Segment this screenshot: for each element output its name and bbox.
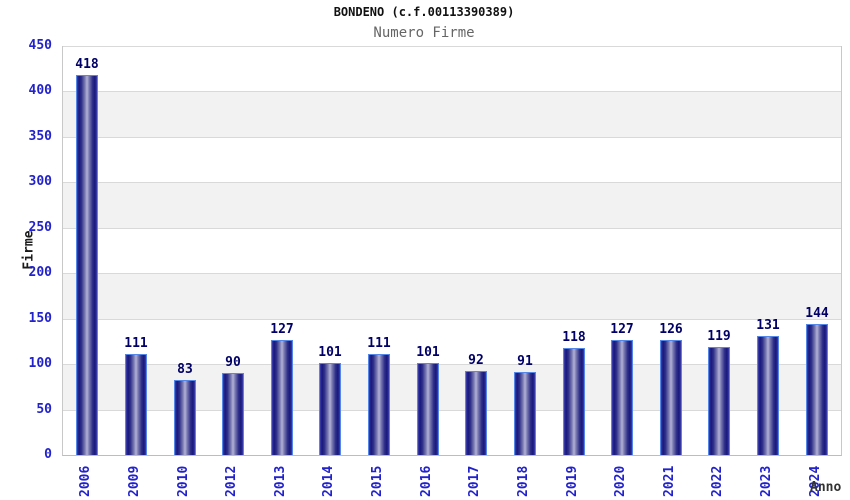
bar-value-label: 101 xyxy=(318,345,342,360)
bar-value-label: 418 xyxy=(75,57,99,72)
x-tick-label: 2020 xyxy=(613,465,628,497)
gridline xyxy=(63,91,841,92)
bar-value-label: 127 xyxy=(610,322,634,337)
x-tick-label: 2017 xyxy=(467,465,482,497)
plot-area: 418 111 83 90 127 101 111 101 92 91 118 127 126 119 13… xyxy=(62,46,842,456)
grid-band xyxy=(63,91,841,137)
bar xyxy=(611,340,633,455)
x-tick-label: 2014 xyxy=(321,465,336,497)
bar xyxy=(806,324,828,455)
y-tick-label: 350 xyxy=(28,128,52,144)
gridline xyxy=(63,182,841,183)
bar-value-label: 83 xyxy=(177,362,193,377)
bar-value-label: 118 xyxy=(562,330,586,345)
grid-band xyxy=(63,182,841,228)
x-tick-label: 2015 xyxy=(370,465,385,497)
x-tick-label: 2019 xyxy=(565,465,580,497)
bar-value-label: 91 xyxy=(517,354,533,369)
gridline xyxy=(63,228,841,229)
y-tick-label: 400 xyxy=(28,83,52,99)
bar xyxy=(465,371,487,455)
bar-value-label: 101 xyxy=(416,345,440,360)
gridline xyxy=(63,319,841,320)
bar-value-label: 119 xyxy=(707,329,731,344)
bar-value-label: 92 xyxy=(468,353,484,368)
x-tick-label: 2021 xyxy=(662,465,677,497)
bar xyxy=(757,336,779,455)
gridline xyxy=(63,364,841,365)
y-tick-label: 300 xyxy=(28,174,52,190)
grid-band xyxy=(63,273,841,319)
bar xyxy=(271,340,293,455)
gridline xyxy=(63,137,841,138)
y-tick-label: 150 xyxy=(28,310,52,326)
y-tick-label: 0 xyxy=(44,447,52,462)
bar xyxy=(222,373,244,455)
y-tick-label: 50 xyxy=(36,401,52,417)
bar xyxy=(368,354,390,455)
x-tick-label: 2012 xyxy=(224,465,239,497)
bar-value-label: 127 xyxy=(270,322,294,337)
bar-value-label: 90 xyxy=(225,355,241,370)
bar xyxy=(417,363,439,455)
bar-value-label: 111 xyxy=(367,336,391,351)
bar-value-label: 144 xyxy=(805,306,829,321)
y-tick-label: 450 xyxy=(28,38,52,53)
bar xyxy=(514,372,536,455)
chart-subtitle: Numero Firme xyxy=(373,25,475,41)
y-tick-label: 100 xyxy=(28,356,52,372)
bar xyxy=(76,75,98,455)
x-tick-label: 2009 xyxy=(127,465,142,497)
bar-value-label: 131 xyxy=(756,318,780,333)
chart-title: BONDENO (c.f.00113390389) xyxy=(333,5,515,19)
x-tick-label: 2016 xyxy=(419,465,434,497)
x-tick-label: 2018 xyxy=(516,465,531,497)
bar-value-label: 126 xyxy=(659,322,683,337)
x-tick-label: 2022 xyxy=(710,465,725,497)
bar xyxy=(174,380,196,455)
bar xyxy=(708,347,730,455)
y-tick-label: 200 xyxy=(28,265,52,281)
gridline xyxy=(63,273,841,274)
x-tick-label: 2010 xyxy=(176,465,191,497)
bar xyxy=(660,340,682,455)
bar xyxy=(125,354,147,455)
x-tick-label: 2006 xyxy=(78,465,93,497)
x-axis-title: Anno xyxy=(810,480,842,495)
x-tick-label: 2013 xyxy=(273,465,288,497)
bar xyxy=(319,363,341,455)
gridline xyxy=(63,46,841,47)
bar xyxy=(563,348,585,455)
bar-value-label: 111 xyxy=(124,336,148,351)
y-tick-label: 250 xyxy=(28,219,52,235)
y-axis-title: Firme xyxy=(21,230,37,270)
x-tick-label: 2023 xyxy=(759,465,774,497)
gridline xyxy=(63,410,841,411)
